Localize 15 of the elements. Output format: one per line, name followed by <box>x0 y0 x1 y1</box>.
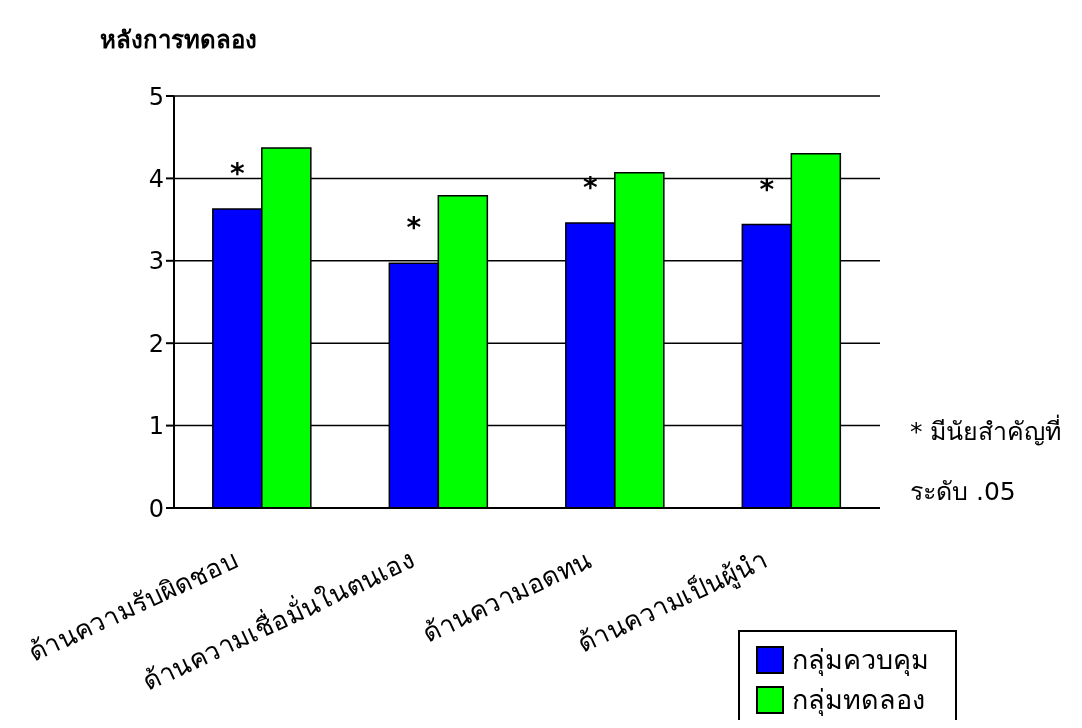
y-tick-label: 0 <box>148 494 164 523</box>
annotation: * <box>759 172 775 206</box>
legend-label: กลุ่มควบคุม <box>792 643 929 678</box>
y-tick-label: 5 <box>148 82 164 111</box>
text: * มีนัยสำคัญที่ <box>910 416 1062 448</box>
y-tick-label: 4 <box>148 164 164 193</box>
y-tick-label: 2 <box>148 329 164 358</box>
chart-title: หลังการทดลอง <box>100 25 257 56</box>
legend-label: กลุ่มทดลอง <box>792 683 925 718</box>
annotation: * <box>583 170 598 204</box>
annotation: * <box>230 156 245 190</box>
text: ระดับ .05 <box>910 476 1017 508</box>
annotation: * <box>406 211 422 245</box>
y-tick-label: 3 <box>148 247 164 276</box>
y-tick-label: 1 <box>148 412 164 441</box>
